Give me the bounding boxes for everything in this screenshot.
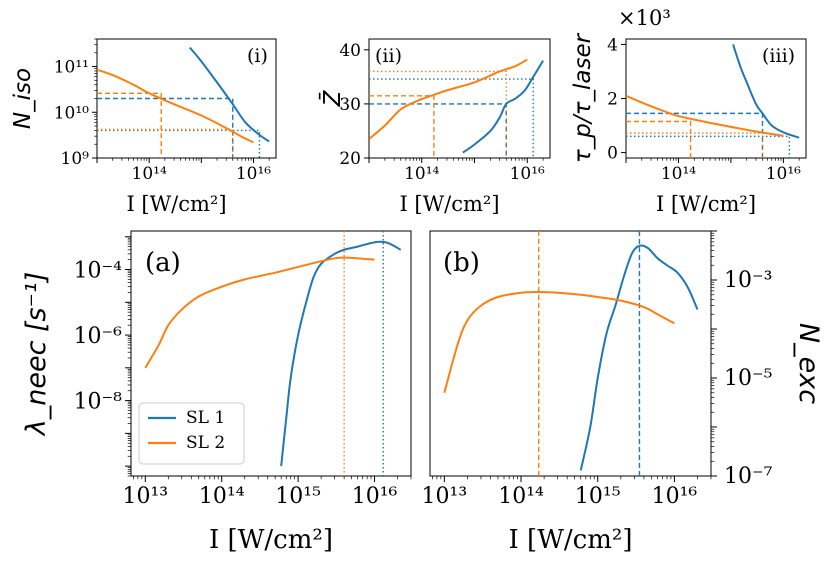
x-tick-label-i: 10¹⁴ bbox=[132, 164, 167, 184]
y-tick-label-iii: 4 bbox=[607, 35, 618, 55]
x-tick-label-b: 10¹⁵ bbox=[575, 484, 621, 509]
x-tick-label-ii: 10¹⁴ bbox=[404, 164, 439, 184]
panel-label-a: (a) bbox=[145, 248, 181, 278]
y-tick-label-a: 10⁻⁸ bbox=[74, 390, 123, 415]
series-line-a-sl2 bbox=[144, 256, 375, 369]
panel-label-ii: (ii) bbox=[375, 45, 402, 67]
guide-line-ii bbox=[369, 78, 534, 158]
axes-frame-b bbox=[429, 230, 712, 477]
x-tick-label-a: 10¹⁴ bbox=[199, 484, 245, 509]
y-axis-label-i: N_iso bbox=[10, 68, 36, 129]
guide-line-i bbox=[97, 97, 234, 158]
guide-line-i bbox=[97, 92, 162, 158]
y-tick-label-ii: 20 bbox=[339, 149, 361, 169]
legend-entry-sl2: SL 2 bbox=[186, 433, 225, 453]
panel-label-i: (i) bbox=[247, 45, 268, 67]
plot-area-b bbox=[443, 231, 699, 476]
guide-line-iii bbox=[626, 120, 692, 158]
guide-line-ii bbox=[369, 103, 507, 158]
guide-line-i bbox=[97, 129, 261, 158]
x-axis-label-iii: I [W/cm²] bbox=[656, 192, 756, 216]
panel-label-iii: (iii) bbox=[762, 45, 795, 67]
guide-line-iii bbox=[626, 135, 791, 158]
chart-b: 10¹³ 10¹⁴ 10¹⁵ 10¹⁶ 10⁻⁷ 10⁻⁵ 10⁻³ I [W/cm²] N_e… bbox=[422, 230, 824, 555]
x-tick-label-i: 10¹⁶ bbox=[236, 164, 271, 184]
legend: SL 1 SL 2 bbox=[138, 402, 245, 465]
axes-frame-ii bbox=[368, 38, 551, 159]
guide-line-i bbox=[97, 128, 234, 158]
series-line-ii-sl2 bbox=[369, 58, 528, 140]
y-tick-label-ii: 40 bbox=[339, 41, 361, 61]
x-axis-label-i: I [W/cm²] bbox=[126, 192, 226, 216]
legend-entry-sl1: SL 1 bbox=[186, 408, 225, 428]
y-tick-label-a: 10⁻⁶ bbox=[74, 324, 123, 349]
y-offset-label-iii: ×10³ bbox=[618, 6, 671, 30]
series-line-b-sl2 bbox=[443, 290, 675, 394]
panel-label-b: (b) bbox=[443, 248, 480, 278]
x-tick-label-ii: 10¹⁶ bbox=[510, 164, 545, 184]
axes-frame-a bbox=[130, 230, 412, 477]
series-line-ii-sl1 bbox=[462, 60, 544, 154]
y-tick-label-b: 10⁻⁷ bbox=[724, 464, 773, 489]
y-tick-label-i: 10¹¹ bbox=[54, 58, 89, 78]
x-tick-label-a: 10¹⁶ bbox=[352, 484, 398, 509]
chart-a: 10¹³ 10¹⁴ 10¹⁵ 10¹⁶ 10⁻⁸ 10⁻⁶ 10⁻⁴ I [W/cm²] λ_n… bbox=[21, 230, 412, 555]
x-axis-label-ii: I [W/cm²] bbox=[399, 192, 499, 216]
y-axis-label-b: N_exc bbox=[793, 323, 824, 404]
series-line-i-sl2 bbox=[97, 68, 254, 144]
y-tick-label-b: 10⁻³ bbox=[724, 268, 772, 293]
guide-line-ii bbox=[369, 70, 507, 158]
x-axis-label-b: I [W/cm²] bbox=[509, 525, 633, 555]
y-axis-label-iii: τ_p/τ_laser bbox=[570, 32, 596, 163]
y-tick-label-ii: 30 bbox=[339, 95, 361, 115]
y-tick-label-b: 10⁻⁵ bbox=[724, 366, 772, 391]
series-line-i-sl1 bbox=[188, 46, 270, 143]
guide-line-ii bbox=[369, 95, 435, 158]
x-tick-label-iii: 10¹⁴ bbox=[661, 164, 696, 184]
chart-i: 10¹⁴ 10¹⁶ 10⁹ 10¹⁰ 10¹¹ I [W/cm²] N_iso (i) bbox=[10, 38, 277, 216]
x-tick-label-b: 10¹⁴ bbox=[498, 484, 544, 509]
y-tick-label-a: 10⁻⁴ bbox=[74, 259, 123, 284]
y-axis-label-a: λ_neec [s⁻¹] bbox=[21, 272, 52, 437]
y-tick-label-iii: 0 bbox=[607, 144, 618, 164]
series-line-a-sl1 bbox=[280, 240, 402, 467]
x-tick-label-a: 10¹³ bbox=[122, 484, 168, 509]
y-tick-label-i: 10⁹ bbox=[61, 149, 90, 169]
plot-area-iii bbox=[626, 44, 800, 158]
plot-area-i bbox=[97, 46, 270, 158]
plot-area-a bbox=[144, 231, 402, 476]
chart-iii: 10¹⁴ 10¹⁶ 0 2 4 I [W/cm²] τ_p/τ_laser ×10³ (iii) bbox=[570, 6, 807, 216]
series-line-iii-sl1 bbox=[732, 44, 800, 139]
series-line-iii-sl2 bbox=[626, 94, 784, 137]
x-tick-label-iii: 10¹⁶ bbox=[766, 164, 801, 184]
y-axis-label-ii: Z̄ bbox=[318, 89, 346, 107]
x-axis-label-a: I [W/cm²] bbox=[209, 525, 333, 555]
y-tick-label-iii: 2 bbox=[607, 90, 618, 110]
chart-ii: 10¹⁴ 10¹⁶ 20 30 40 I [W/cm²] Z̄ (ii) bbox=[318, 38, 551, 216]
x-tick-label-b: 10¹⁶ bbox=[652, 484, 698, 509]
plot-area-ii bbox=[369, 58, 544, 158]
x-tick-label-a: 10¹⁵ bbox=[275, 484, 321, 509]
x-tick-label-b: 10¹³ bbox=[422, 484, 468, 509]
series-line-b-sl1 bbox=[579, 244, 699, 471]
y-tick-label-i: 10¹⁰ bbox=[54, 103, 89, 123]
